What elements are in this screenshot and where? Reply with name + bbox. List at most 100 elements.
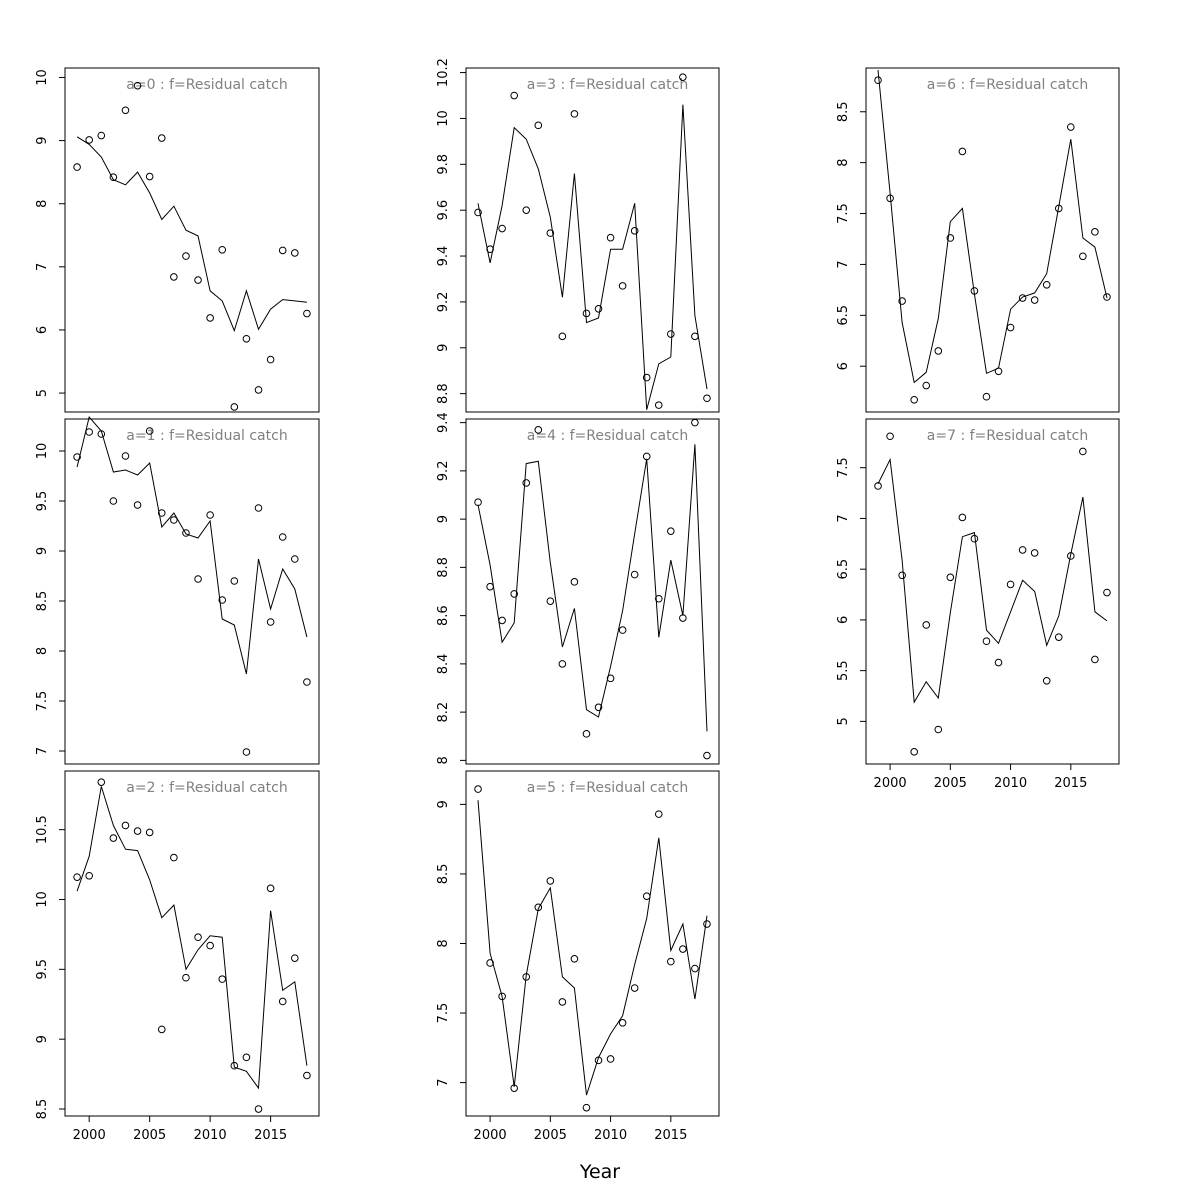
y-tick-label: 9.4 xyxy=(436,246,451,267)
observed-point xyxy=(73,163,81,171)
observed-point xyxy=(522,206,531,214)
fitted-series-line xyxy=(477,104,708,410)
panel-title: a=0 : f=Residual catch xyxy=(126,77,287,93)
observed-point xyxy=(206,511,214,519)
observed-point xyxy=(170,853,178,862)
panel-frame xyxy=(64,67,320,413)
y-tick-label: 7 xyxy=(436,1078,451,1086)
observed-point xyxy=(121,821,130,830)
observed-point xyxy=(278,997,287,1006)
y-tick-label: 8 xyxy=(35,647,50,655)
observed-point xyxy=(1018,546,1027,554)
fitted-series-line xyxy=(76,415,308,675)
observed-point xyxy=(1030,549,1039,557)
observed-point xyxy=(254,504,263,512)
fitted-series-line xyxy=(477,444,708,732)
observed-point xyxy=(582,1103,591,1112)
observed-point xyxy=(703,920,711,928)
observed-point xyxy=(498,616,506,625)
panel-title: a=4 : f=Residual catch xyxy=(527,428,688,444)
observed-point xyxy=(73,873,81,881)
observed-point xyxy=(546,597,555,605)
observed-point xyxy=(570,955,579,963)
observed-point xyxy=(654,401,663,409)
observed-point xyxy=(303,678,311,686)
observed-point xyxy=(97,131,106,140)
observed-point xyxy=(534,426,543,434)
observed-point xyxy=(534,121,543,130)
y-tick-label: 8.8 xyxy=(436,557,451,578)
observed-point xyxy=(218,596,227,604)
panel-7: a=7 : f=Residual catch 5 5.5 6 6.5 7 7.5 2000 20… xyxy=(836,418,1120,791)
observed-point xyxy=(558,998,567,1006)
observed-point xyxy=(1054,204,1063,213)
observed-point xyxy=(486,245,494,253)
observed-point xyxy=(582,309,591,318)
observed-point xyxy=(910,395,918,404)
x-tick-label: 2015 xyxy=(1054,776,1087,791)
panel-title: a=3 : f=Residual catch xyxy=(527,77,688,93)
observed-point xyxy=(109,497,118,505)
observed-point xyxy=(946,573,955,582)
observed-point xyxy=(266,884,275,893)
observed-point xyxy=(170,516,178,524)
observed-point xyxy=(218,245,227,254)
observed-point xyxy=(703,751,711,760)
observed-point xyxy=(1054,633,1063,641)
observed-point xyxy=(970,287,979,295)
observed-point xyxy=(679,73,687,81)
observed-point xyxy=(703,394,711,403)
y-tick-label: 9.8 xyxy=(436,154,451,175)
observed-point xyxy=(667,957,675,966)
observed-point xyxy=(206,941,214,950)
y-tick-label: 8 xyxy=(436,939,451,947)
observed-point xyxy=(1067,552,1075,560)
x-tick-label: 2015 xyxy=(654,1128,687,1143)
observed-point xyxy=(546,877,555,885)
y-tick-label: 8.5 xyxy=(436,864,451,885)
y-tick-label: 9 xyxy=(436,515,451,523)
observed-point xyxy=(194,276,202,284)
y-tick-label: 10 xyxy=(35,69,50,86)
observed-point xyxy=(510,590,518,598)
observed-point xyxy=(291,555,299,563)
observed-point xyxy=(498,992,506,1001)
y-tick-label: 8.8 xyxy=(436,383,451,404)
observed-point xyxy=(218,975,227,983)
observed-point xyxy=(242,748,251,756)
y-tick-label: 6 xyxy=(836,362,851,370)
y-tick-label: 6 xyxy=(836,616,851,624)
observed-point xyxy=(958,513,967,522)
y-tick-label: 9 xyxy=(35,136,50,144)
observed-point xyxy=(242,334,251,343)
observed-point xyxy=(85,428,93,436)
observed-point xyxy=(121,106,130,115)
observed-point xyxy=(982,392,991,401)
observed-point xyxy=(182,252,190,260)
observed-point xyxy=(654,810,663,818)
observed-point xyxy=(534,903,543,912)
observed-point xyxy=(898,571,906,580)
observed-point xyxy=(630,227,639,235)
y-tick-label: 8.6 xyxy=(436,605,451,626)
observed-point xyxy=(994,367,1003,376)
y-tick-label: 10.5 xyxy=(35,815,50,844)
observed-point xyxy=(230,1061,239,1070)
observed-point xyxy=(898,297,906,305)
y-tick-label: 7 xyxy=(35,747,50,755)
panel-5: a=5 : f=Residual catch 7 7.5 8 8.5 9 2000 2005 2… xyxy=(436,770,720,1143)
observed-point xyxy=(157,1025,166,1034)
panel-frame xyxy=(865,67,1120,413)
y-tick-label: 8.2 xyxy=(436,702,451,723)
observed-point xyxy=(558,660,567,668)
observed-point xyxy=(922,621,931,629)
observed-point xyxy=(1006,580,1015,589)
observed-point xyxy=(85,871,93,880)
observed-point xyxy=(679,614,687,622)
observed-point xyxy=(910,748,918,756)
observed-point xyxy=(510,91,518,100)
observed-point xyxy=(145,828,154,837)
panel-3: a=3 : f=Residual catch 8.8 9 9.2 9.4 9.6 9.8 10… xyxy=(436,58,720,413)
observed-point xyxy=(1103,588,1111,597)
